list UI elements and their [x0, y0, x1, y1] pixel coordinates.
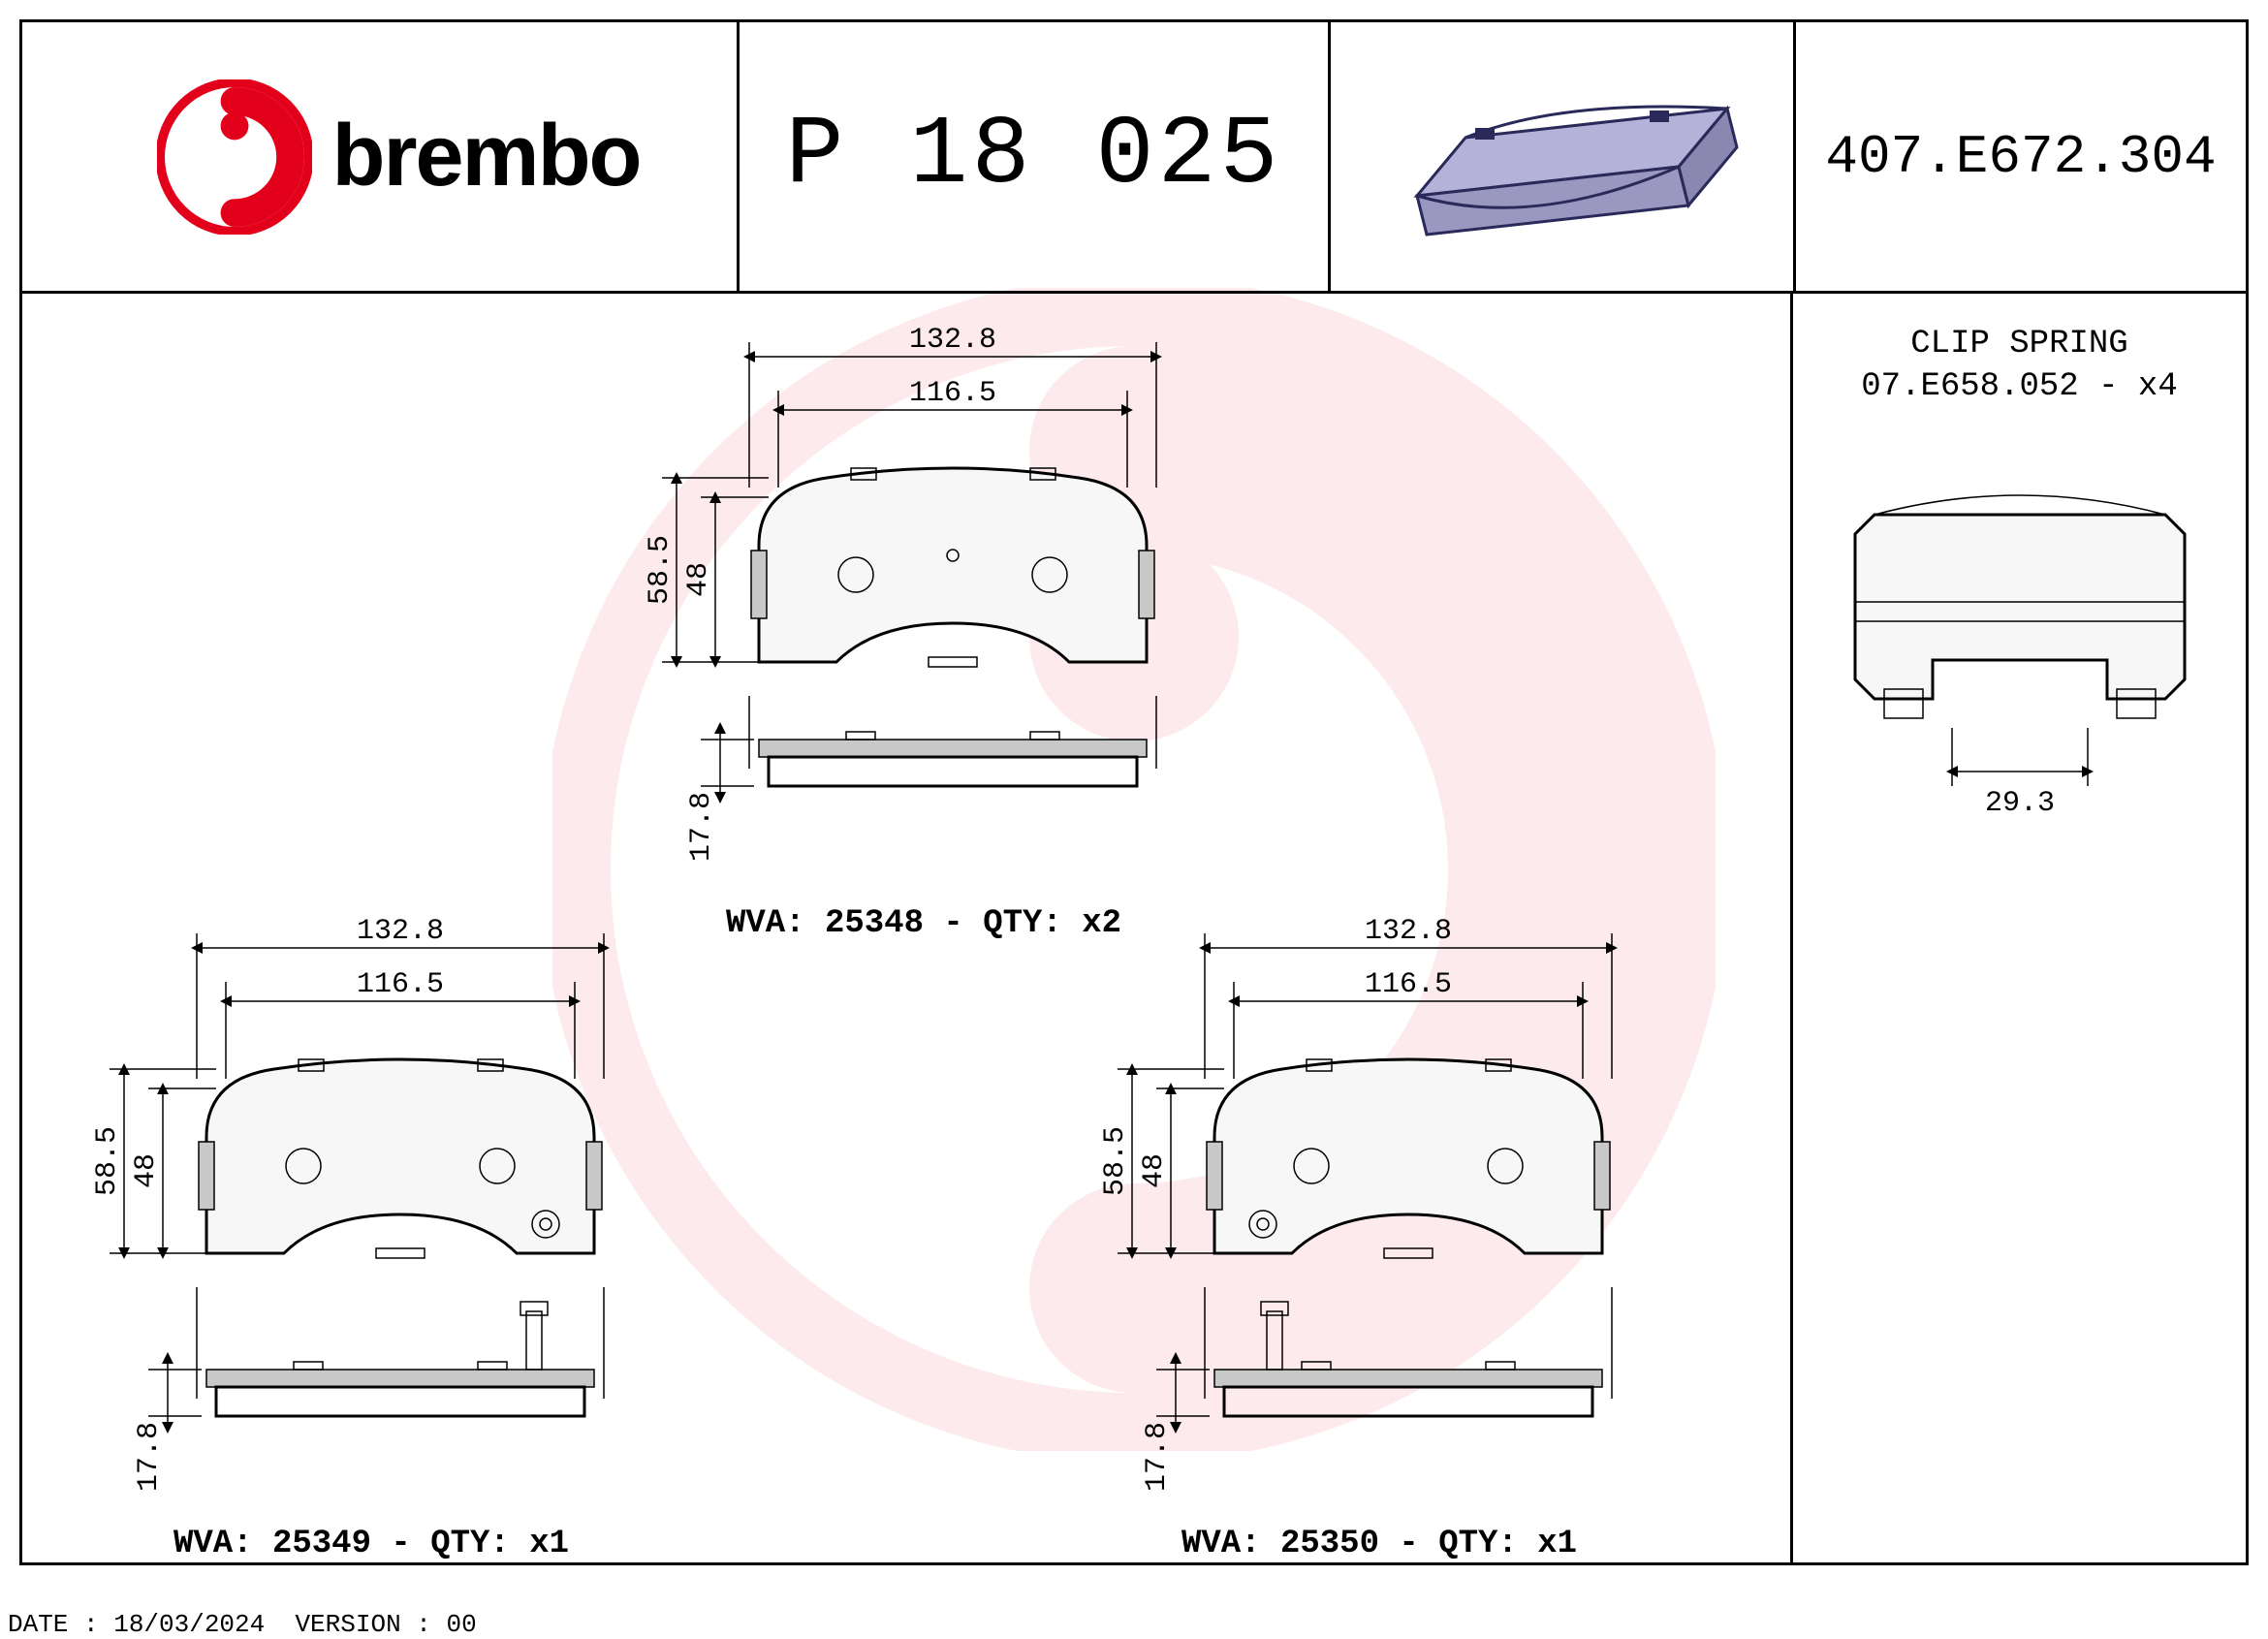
pad-left-svg: 132.8 116.5 58.5 48 — [90, 914, 652, 1515]
header-row: brembo P 18 025 407.E672.304 — [22, 22, 2246, 294]
clip-spring-panel: CLIP SPRING 07.E658.052 - x4 29.3 — [1790, 294, 2246, 1562]
svg-text:17.8: 17.8 — [133, 1422, 166, 1492]
pad-top-wva: 25348 — [825, 905, 924, 942]
footer-version: 00 — [446, 1610, 476, 1639]
svg-text:17.8: 17.8 — [1141, 1422, 1174, 1492]
drawing-sheet: brembo P 18 025 407.E672.304 CLIP SPRING — [19, 19, 2249, 1565]
render-cell — [1331, 22, 1796, 291]
pad-right-wva: 25350 — [1280, 1526, 1379, 1562]
clip-spring-title: CLIP SPRING 07.E658.052 - x4 — [1861, 323, 2177, 408]
clip-width-dim: 29.3 — [1984, 787, 2054, 820]
part-number: P 18 025 — [785, 102, 1281, 211]
pad-left-caption: WVA: 25349 - QTY: x1 — [90, 1526, 652, 1562]
brand-cell: brembo — [22, 22, 740, 291]
pad-left-wva: 25349 — [272, 1526, 371, 1562]
pad-left-block: 132.8 116.5 58.5 48 — [90, 914, 652, 1562]
clip-spring-label: CLIP SPRING — [1910, 326, 2127, 362]
svg-text:48: 48 — [130, 1153, 163, 1188]
pad-3d-render — [1359, 50, 1766, 264]
pad-top-svg: 132.8 116.5 58.5 48 — [643, 323, 1205, 895]
svg-text:132.8: 132.8 — [1365, 915, 1452, 948]
svg-text:48: 48 — [682, 562, 715, 597]
drawing-body: 132.8 116.5 58.5 48 — [22, 294, 1790, 1562]
pad-right-svg: 132.8 116.5 58.5 48 — [1098, 914, 1660, 1515]
svg-text:132.8: 132.8 — [357, 915, 444, 948]
svg-text:116.5: 116.5 — [357, 968, 444, 1001]
svg-text:58.5: 58.5 — [1099, 1126, 1132, 1196]
svg-text:17.8: 17.8 — [685, 792, 718, 862]
svg-text:132.8: 132.8 — [909, 324, 996, 357]
drawing-code: 407.E672.304 — [1825, 126, 2216, 188]
brand-name: brembo — [331, 107, 640, 206]
part-number-cell: P 18 025 — [740, 22, 1331, 291]
clip-spring-ref: 07.E658.052 - x4 — [1861, 368, 2177, 405]
svg-text:116.5: 116.5 — [1365, 968, 1452, 1001]
footer: DATE : 18/03/2024 VERSION : 00 — [8, 1610, 477, 1639]
svg-text:116.5: 116.5 — [909, 377, 996, 410]
svg-text:48: 48 — [1138, 1153, 1171, 1188]
pad-right-qty: x1 — [1537, 1526, 1577, 1562]
footer-date: 18/03/2024 — [113, 1610, 265, 1639]
svg-text:58.5: 58.5 — [644, 535, 677, 605]
drawing-code-cell: 407.E672.304 — [1796, 22, 2246, 291]
pad-left-qty: x1 — [529, 1526, 569, 1562]
pad-top-block: 132.8 116.5 58.5 48 — [643, 323, 1205, 942]
clip-spring-drawing: 29.3 — [1816, 437, 2223, 825]
pad-right-block: 132.8 116.5 58.5 48 — [1098, 914, 1660, 1562]
pad-right-caption: WVA: 25350 - QTY: x1 — [1098, 1526, 1660, 1562]
svg-text:58.5: 58.5 — [91, 1126, 124, 1196]
brembo-logo-icon — [157, 79, 312, 235]
